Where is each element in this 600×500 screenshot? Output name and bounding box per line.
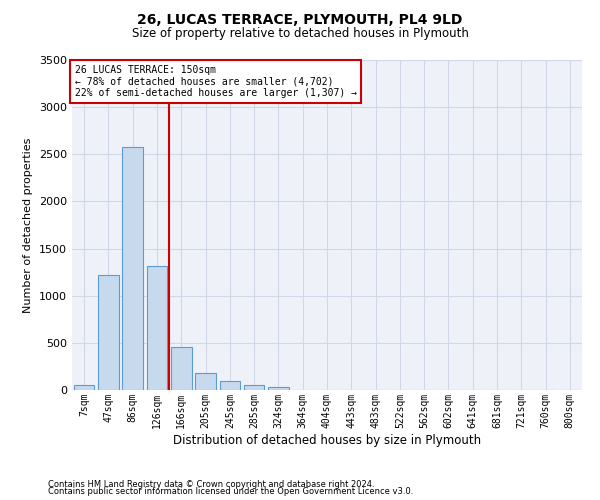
- Bar: [74, 386, 94, 390]
- Text: Contains public sector information licensed under the Open Government Licence v3: Contains public sector information licen…: [48, 488, 413, 496]
- Y-axis label: Number of detached properties: Number of detached properties: [23, 138, 34, 312]
- Bar: [268, 387, 289, 390]
- Bar: [195, 373, 216, 390]
- Text: Size of property relative to detached houses in Plymouth: Size of property relative to detached ho…: [131, 28, 469, 40]
- X-axis label: Distribution of detached houses by size in Plymouth: Distribution of detached houses by size …: [173, 434, 481, 446]
- Bar: [244, 385, 265, 390]
- Bar: [98, 275, 119, 390]
- Text: Contains HM Land Registry data © Crown copyright and database right 2024.: Contains HM Land Registry data © Crown c…: [48, 480, 374, 489]
- Bar: [171, 346, 191, 390]
- Bar: [146, 266, 167, 390]
- Text: 26 LUCAS TERRACE: 150sqm
← 78% of detached houses are smaller (4,702)
22% of sem: 26 LUCAS TERRACE: 150sqm ← 78% of detach…: [74, 65, 356, 98]
- Bar: [122, 146, 143, 390]
- Text: 26, LUCAS TERRACE, PLYMOUTH, PL4 9LD: 26, LUCAS TERRACE, PLYMOUTH, PL4 9LD: [137, 12, 463, 26]
- Bar: [220, 380, 240, 390]
